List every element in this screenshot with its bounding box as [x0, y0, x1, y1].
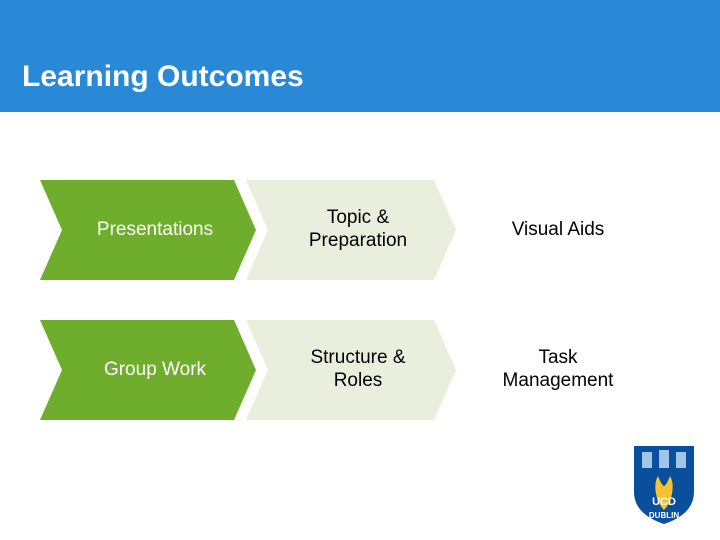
chevron-primary: Group Work [40, 320, 256, 420]
header-bar: Learning Outcomes [0, 0, 720, 112]
chevron-row: Group Work Structure &Roles TaskManageme… [40, 320, 680, 420]
svg-text:UCD: UCD [652, 496, 676, 508]
ucd-dublin-logo: UCD DUBLIN [630, 442, 698, 528]
chevron-label: Presentations [75, 219, 221, 242]
chevron-tertiary: Visual Aids [446, 180, 656, 280]
page-title: Learning Outcomes [22, 60, 304, 94]
chevron-primary: Presentations [40, 180, 256, 280]
chevron-row: Presentations Topic &Preparation Visual … [40, 180, 680, 280]
chevron-secondary: Topic &Preparation [246, 180, 456, 280]
chevron-tertiary: TaskManagement [446, 320, 656, 420]
svg-text:DUBLIN: DUBLIN [649, 511, 679, 520]
chevron-label: Visual Aids [490, 219, 613, 242]
chevron-label: Group Work [82, 359, 214, 382]
chevron-grid: Presentations Topic &Preparation Visual … [40, 180, 680, 460]
chevron-label: Topic &Preparation [287, 207, 415, 253]
chevron-secondary: Structure &Roles [246, 320, 456, 420]
chevron-label: TaskManagement [481, 347, 622, 393]
chevron-label: Structure &Roles [288, 347, 413, 393]
